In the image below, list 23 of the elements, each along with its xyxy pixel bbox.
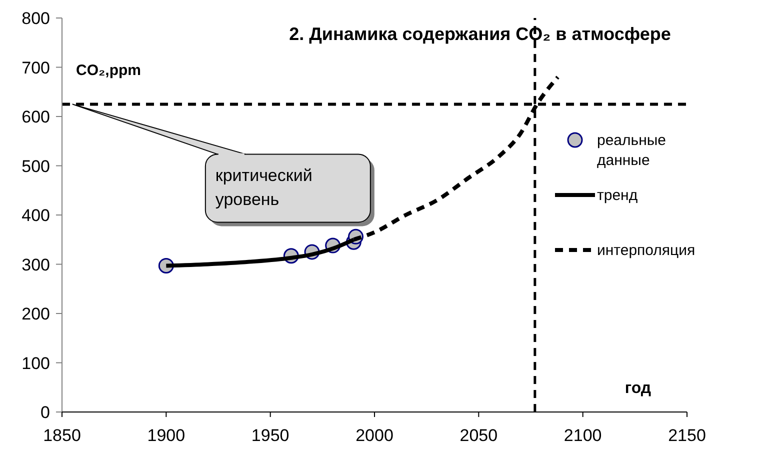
x-tick-label: 2050	[460, 426, 498, 445]
annotation: критический уровень	[215, 166, 312, 210]
y-tick-label: 700	[22, 58, 50, 78]
y-tick-label: 600	[22, 108, 50, 126]
x-tick-label: 2000	[356, 426, 394, 445]
x-axis-title: год	[624, 380, 652, 397]
chart-title: 2. Динамика содержания CO₂ в атмосфере	[289, 24, 671, 44]
y-tick-label: 200	[22, 304, 50, 324]
legend-label: реальные данные	[597, 132, 666, 169]
y-tick-label: 300	[22, 255, 50, 274]
y-tick-label: 0	[40, 403, 50, 422]
x-tick-label: 1850	[43, 426, 81, 445]
x-tick-label: 2150	[668, 426, 706, 445]
y-axis-title: CO₂,ppm	[76, 62, 141, 79]
y-tick-label: 100	[22, 354, 50, 373]
x-tick-label: 1950	[251, 426, 290, 445]
x-tick-label: 1900	[147, 426, 186, 445]
legend-label: интерполяция	[597, 242, 696, 259]
legend-label: тренд	[597, 187, 638, 204]
y-tick-label: 800	[22, 9, 50, 28]
x-tick-label: 2100	[564, 426, 602, 445]
y-tick-label: 500	[22, 156, 50, 176]
y-tick-label: 400	[22, 206, 50, 225]
